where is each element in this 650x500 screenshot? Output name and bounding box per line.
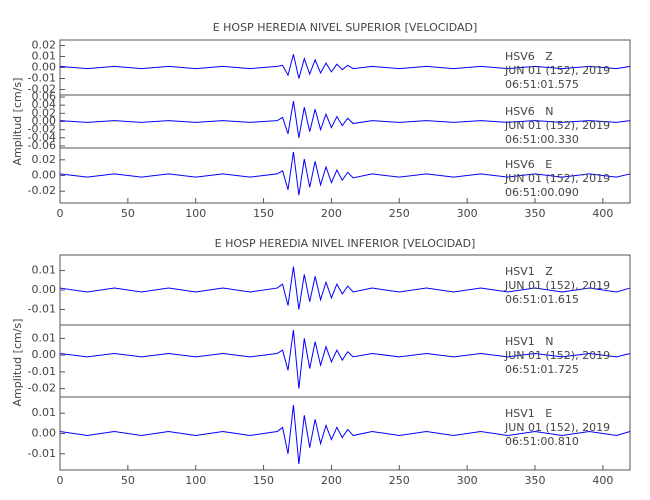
y-tick-label: 0.01 — [32, 264, 57, 277]
waveform — [59, 151, 631, 196]
station-label: HSV1 E — [505, 407, 552, 420]
y-tick-label: 0.00 — [32, 61, 57, 74]
y-tick-label: -0.01 — [28, 447, 56, 460]
date-label: JUN 01 (152), 2019 — [504, 119, 610, 132]
y-tick-label: -0.02 — [28, 184, 56, 197]
date-label: JUN 01 (152), 2019 — [504, 172, 610, 185]
y-tick-label: -0.02 — [28, 382, 56, 395]
plot-frame — [59, 254, 631, 471]
date-label: JUN 01 (152), 2019 — [504, 279, 610, 292]
y-tick-label: 0.00 — [32, 427, 57, 440]
x-tick-label: 0 — [57, 474, 64, 487]
time-label: 06:51:01.725 — [505, 363, 579, 376]
x-tick-label: 150 — [253, 207, 274, 220]
station-label: HSV6 E — [505, 158, 552, 171]
waveform — [59, 101, 631, 138]
x-tick-label: 300 — [457, 207, 478, 220]
x-tick-label: 300 — [457, 474, 478, 487]
y-tick-label: -0.01 — [28, 365, 56, 378]
y-tick-label: 0.02 — [32, 39, 57, 52]
x-tick-label: 50 — [121, 474, 135, 487]
y-tick-label: 0.00 — [32, 348, 57, 361]
station-label: HSV1 N — [505, 335, 554, 348]
x-tick-label: 250 — [389, 474, 410, 487]
waveform — [59, 329, 631, 389]
waveform — [59, 405, 631, 464]
y-tick-label: -0.02 — [28, 123, 56, 136]
time-label: 06:51:00.810 — [505, 435, 579, 448]
y-tick-label: 0.04 — [32, 98, 57, 111]
station-label: HSV6 N — [505, 105, 554, 118]
x-tick-label: 400 — [592, 474, 613, 487]
y-tick-label: 0.00 — [32, 115, 57, 128]
y-tick-label: 0.06 — [32, 90, 57, 103]
x-tick-label: 0 — [57, 207, 64, 220]
y-tick-label: 0.01 — [32, 50, 57, 63]
x-tick-label: 100 — [185, 474, 206, 487]
station-label: HSV1 Z — [505, 265, 553, 278]
chart-title: E HOSP HEREDIA NIVEL SUPERIOR [VELOCIDAD… — [213, 21, 478, 34]
x-tick-label: 400 — [592, 207, 613, 220]
x-tick-label: 100 — [185, 207, 206, 220]
x-tick-label: 50 — [121, 207, 135, 220]
chart-title: E HOSP HEREDIA NIVEL INFERIOR [VELOCIDAD… — [215, 237, 476, 250]
waveform — [59, 266, 631, 310]
y-tick-label: 0.01 — [32, 406, 57, 419]
time-label: 06:51:01.615 — [505, 293, 579, 306]
x-tick-label: 250 — [389, 207, 410, 220]
x-tick-label: 350 — [525, 474, 546, 487]
time-label: 06:51:01.575 — [505, 78, 579, 91]
x-tick-label: 200 — [321, 474, 342, 487]
y-tick-label: -0.01 — [28, 302, 56, 315]
y-tick-label: 0.02 — [32, 106, 57, 119]
station-label: HSV6 Z — [505, 50, 553, 63]
y-tick-label: -0.02 — [28, 83, 56, 96]
waveform — [59, 54, 631, 79]
y-tick-label: 0.00 — [32, 169, 57, 182]
date-label: JUN 01 (152), 2019 — [504, 349, 610, 362]
date-label: JUN 01 (152), 2019 — [504, 64, 610, 77]
y-tick-label: -0.01 — [28, 72, 56, 85]
y-axis-label: Amplitud [cm/s] — [11, 78, 24, 166]
y-tick-label: -0.06 — [28, 139, 56, 152]
time-label: 06:51:00.090 — [505, 186, 579, 199]
x-tick-label: 150 — [253, 474, 274, 487]
date-label: JUN 01 (152), 2019 — [504, 421, 610, 434]
y-tick-label: -0.04 — [28, 131, 56, 144]
y-tick-label: 0.02 — [32, 153, 57, 166]
time-label: 06:51:00.330 — [505, 133, 579, 146]
x-tick-label: 200 — [321, 207, 342, 220]
y-tick-label: 0.00 — [32, 283, 57, 296]
y-axis-label: Amplitud [cm/s] — [11, 319, 24, 407]
x-tick-label: 350 — [525, 207, 546, 220]
y-tick-label: 0.01 — [32, 331, 57, 344]
